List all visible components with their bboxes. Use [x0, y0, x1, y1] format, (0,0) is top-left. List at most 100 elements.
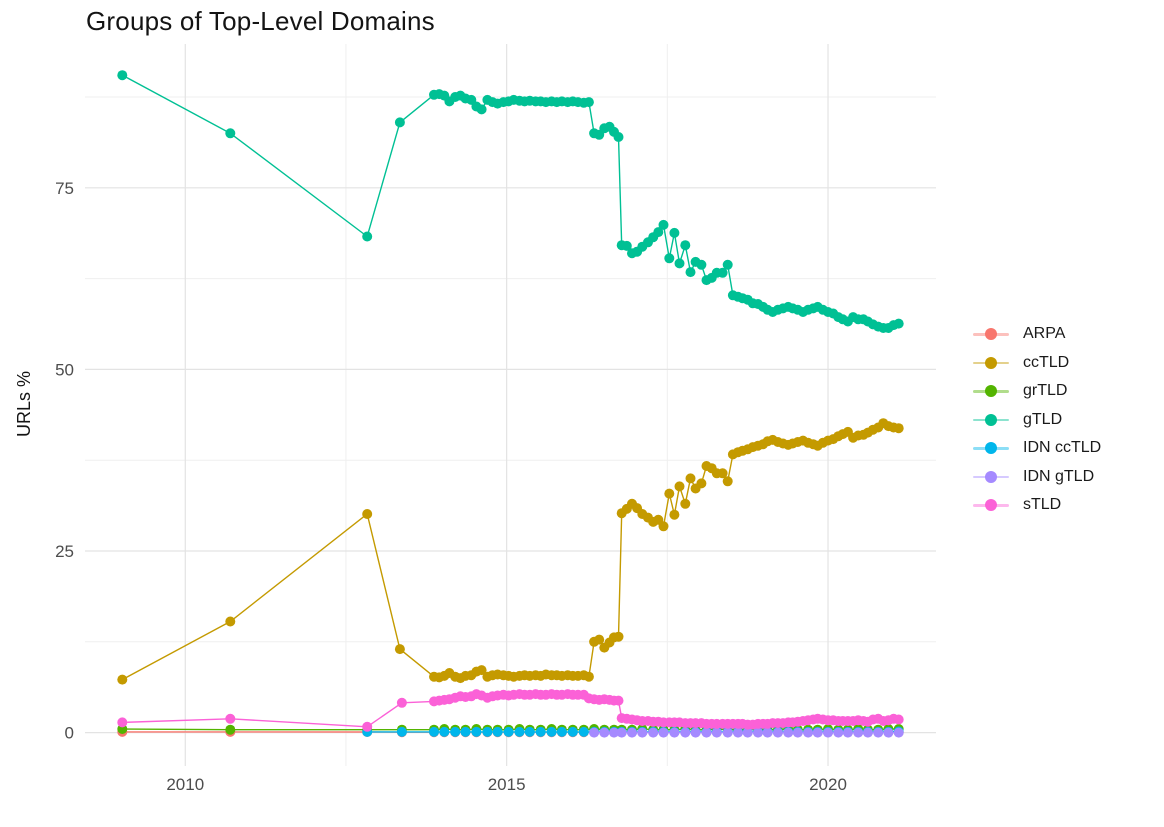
data-point-cctld: [117, 674, 128, 685]
data-point-gtld: [669, 227, 680, 238]
data-point-gtld: [722, 259, 733, 270]
data-point-stld: [225, 713, 236, 724]
data-point-idn-gtld: [792, 727, 803, 738]
y-tick-label-75: 75: [55, 179, 74, 198]
data-point-cctld: [362, 509, 373, 519]
y-tick-label-50: 50: [55, 360, 74, 379]
data-point-idn-cctld: [535, 726, 546, 737]
data-point-idn-gtld: [812, 727, 823, 738]
data-point-idn-cctld: [450, 726, 461, 737]
data-point-gtld: [664, 253, 675, 264]
data-point-cctld: [674, 481, 685, 492]
data-point-idn-gtld: [803, 727, 814, 738]
legend-swatch-icon: [973, 442, 1009, 455]
data-point-idn-gtld: [742, 727, 753, 738]
data-point-idn-cctld: [567, 726, 578, 737]
data-point-cctld: [680, 498, 691, 509]
legend-dot-icon: [985, 385, 997, 398]
data-point-gtld: [653, 227, 664, 238]
legend-swatch-icon: [973, 470, 1009, 483]
data-point-idn-cctld: [482, 726, 493, 737]
legend-item-idn-cctld: IDN ccTLD: [973, 434, 1101, 463]
legend-item-arpa: ARPA: [973, 320, 1101, 349]
legend-label: IDN ccTLD: [1023, 439, 1102, 457]
data-point-idn-gtld: [658, 727, 669, 738]
data-point-gtld: [658, 219, 669, 230]
legend-dot-icon: [985, 328, 997, 341]
data-point-idn-cctld: [492, 726, 503, 737]
data-point-gtld: [680, 240, 691, 251]
data-point-stld: [893, 714, 904, 725]
legend-dot-icon: [985, 442, 997, 455]
legend-label: grTLD: [1023, 382, 1068, 400]
data-point-idn-cctld: [514, 726, 525, 737]
x-tick-label-2010: 2010: [166, 775, 204, 794]
data-point-cctld: [664, 488, 675, 499]
data-point-gtld: [717, 267, 728, 278]
data-point-idn-cctld: [429, 726, 439, 737]
y-axis-title: URLs %: [14, 371, 34, 438]
legend-dot-icon: [985, 356, 997, 369]
data-point-idn-gtld: [616, 727, 627, 738]
data-point-idn-gtld: [690, 727, 701, 738]
data-point-idn-cctld: [439, 726, 450, 737]
data-point-cctld: [583, 671, 594, 682]
data-point-idn-gtld: [609, 727, 619, 738]
data-point-idn-gtld: [722, 727, 733, 738]
legend-item-stld: sTLD: [973, 491, 1101, 520]
data-point-gtld: [362, 231, 373, 242]
data-point-idn-gtld: [893, 727, 904, 738]
legend-swatch-icon: [973, 356, 1009, 369]
y-tick-label-0: 0: [65, 724, 74, 743]
legend: ARPA ccTLD grTLD gTLD IDN ccTLD IDN gTLD sTLD: [973, 320, 1101, 520]
data-point-idn-gtld: [853, 727, 864, 738]
x-tick-label-2015: 2015: [488, 775, 526, 794]
data-point-idn-gtld: [823, 727, 833, 738]
data-point-idn-gtld: [753, 727, 763, 738]
data-point-idn-gtld: [599, 727, 610, 738]
legend-label: gTLD: [1023, 410, 1063, 428]
data-point-idn-cctld: [396, 726, 407, 737]
data-point-stld: [613, 695, 624, 706]
data-point-cctld: [717, 468, 728, 479]
data-point-idn-cctld: [556, 726, 567, 737]
data-point-cctld: [696, 478, 707, 489]
data-point-gtld: [476, 104, 487, 115]
legend-label: sTLD: [1023, 496, 1062, 514]
data-point-idn-gtld: [842, 727, 853, 738]
data-point-stld: [362, 721, 373, 732]
data-point-gtld: [893, 318, 904, 329]
data-point-idn-cctld: [524, 726, 535, 737]
legend-dot-icon: [985, 499, 997, 512]
legend-swatch-icon: [973, 413, 1009, 426]
data-point-cctld: [594, 634, 605, 645]
data-point-gtld: [674, 258, 685, 269]
legend-swatch-icon: [973, 385, 1009, 398]
data-point-idn-gtld: [648, 727, 659, 738]
data-point-cctld: [722, 476, 733, 487]
legend-item-gtld: gTLD: [973, 406, 1101, 435]
legend-swatch-icon: [973, 499, 1009, 512]
data-point-idn-gtld: [733, 727, 743, 738]
data-point-idn-gtld: [762, 727, 773, 738]
data-point-idn-gtld: [772, 727, 783, 738]
data-point-grtld: [225, 724, 236, 735]
data-point-idn-gtld: [669, 727, 680, 738]
data-point-idn-gtld: [783, 727, 794, 738]
data-point-gtld: [225, 128, 236, 139]
data-point-gtld: [583, 97, 594, 108]
chart-title: Groups of Top-Level Domains: [86, 6, 435, 36]
data-point-cctld: [394, 644, 405, 655]
series-line-gtld: [121, 74, 899, 329]
data-point-idn-cctld: [578, 726, 589, 737]
data-point-idn-gtld: [711, 727, 722, 738]
x-tick-label-2020: 2020: [809, 775, 847, 794]
data-point-idn-gtld: [862, 727, 873, 738]
legend-item-cctld: ccTLD: [973, 349, 1101, 378]
data-point-cctld: [613, 631, 624, 642]
data-point-idn-cctld: [503, 726, 514, 737]
legend-dot-icon: [985, 470, 997, 483]
data-point-idn-cctld: [546, 726, 557, 737]
